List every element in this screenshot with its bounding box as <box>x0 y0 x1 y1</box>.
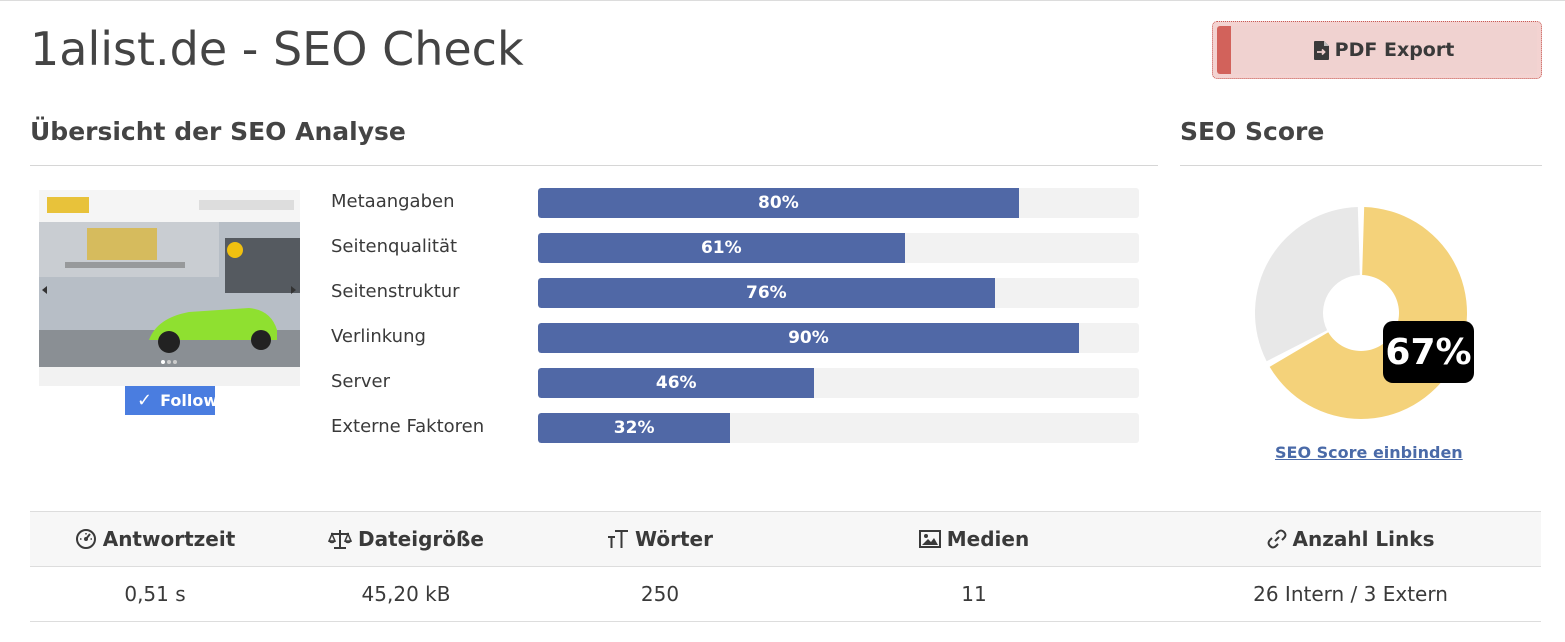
follow-button[interactable]: ✓ Follow <box>125 386 215 415</box>
stats-header-woerter: Wörter <box>532 512 788 566</box>
bar-label-externe-faktoren: Externe Faktoren <box>331 416 485 437</box>
bar-fill-seitenstruktur: 76% <box>538 278 995 308</box>
bar-track-seitenstruktur: 76% <box>538 278 1139 308</box>
stats-header-medien: Medien <box>788 512 1160 566</box>
bar-label-server: Server <box>331 371 391 392</box>
score-divider <box>1180 165 1542 166</box>
image-icon <box>918 529 941 549</box>
bar-label-metaangaben: Metaangaben <box>331 191 455 212</box>
stats-header-label: Anzahl Links <box>1292 527 1435 551</box>
file-export-icon <box>1313 40 1329 60</box>
stats-header-label: Antwortzeit <box>102 527 236 551</box>
top-border <box>0 0 1565 1</box>
analysis-section-title: Übersicht der SEO Analyse <box>30 117 406 146</box>
stats-value-anzahl-links: 26 Intern / 3 Extern <box>1253 582 1448 606</box>
bar-label-seitenqualitaet: Seitenqualität <box>331 236 458 257</box>
stats-header-dateigroesse: Dateigröße <box>280 512 532 566</box>
follow-label: Follow <box>160 391 215 410</box>
bar-track-externe-faktoren: 32% <box>538 413 1139 443</box>
seo-score-donut-chart <box>1255 207 1467 419</box>
seo-score-value: 67% <box>1383 321 1474 383</box>
stats-value-row: 0,51 s 45,20 kB 250 11 26 Intern / 3 Ext… <box>30 567 1541 622</box>
page-title: 1alist.de - SEO Check <box>30 22 524 76</box>
stats-header-antwortzeit: Antwortzeit <box>30 512 280 566</box>
stats-header-anzahl-links: Anzahl Links <box>1160 512 1541 566</box>
bar-fill-verlinkung: 90% <box>538 323 1079 353</box>
stats-value-woerter: 250 <box>640 582 680 606</box>
bar-fill-server: 46% <box>538 368 815 398</box>
stats-header-row: Antwortzeit Dateigröße Wörter Medien Anz… <box>30 511 1541 567</box>
donut-remaining-segment <box>1255 207 1360 362</box>
website-screenshot-thumbnail <box>39 190 300 386</box>
pdf-export-button[interactable]: PDF Export <box>1212 21 1542 79</box>
gauge-icon <box>75 528 97 550</box>
button-accent-stripe <box>1217 26 1231 74</box>
bar-fill-externe-faktoren: 32% <box>538 413 731 443</box>
text-size-icon <box>607 528 629 550</box>
bar-track-seitenqualitaet: 61% <box>538 233 1139 263</box>
bar-track-verlinkung: 90% <box>538 323 1139 353</box>
scale-icon <box>328 528 353 550</box>
bar-track-server: 46% <box>538 368 1139 398</box>
stats-value-dateigroesse: 45,20 kB <box>361 582 451 606</box>
checkmark-icon: ✓ <box>137 390 153 411</box>
analysis-divider <box>30 165 1158 166</box>
score-section-title: SEO Score <box>1180 117 1325 146</box>
stats-header-label: Medien <box>946 527 1030 551</box>
bar-fill-metaangaben: 80% <box>538 188 1019 218</box>
bar-label-verlinkung: Verlinkung <box>331 326 426 347</box>
bar-fill-seitenqualitaet: 61% <box>538 233 905 263</box>
bar-label-seitenstruktur: Seitenstruktur <box>331 281 460 302</box>
pdf-export-label: PDF Export <box>1334 39 1455 61</box>
stats-header-label: Dateigröße <box>358 527 484 551</box>
seo-score-embed-link[interactable]: SEO Score einbinden <box>1275 443 1463 462</box>
stats-header-label: Wörter <box>635 527 713 551</box>
stats-value-medien: 11 <box>961 582 987 606</box>
link-icon <box>1267 529 1287 549</box>
stats-value-antwortzeit: 0,51 s <box>124 582 186 606</box>
bar-track-metaangaben: 80% <box>538 188 1139 218</box>
